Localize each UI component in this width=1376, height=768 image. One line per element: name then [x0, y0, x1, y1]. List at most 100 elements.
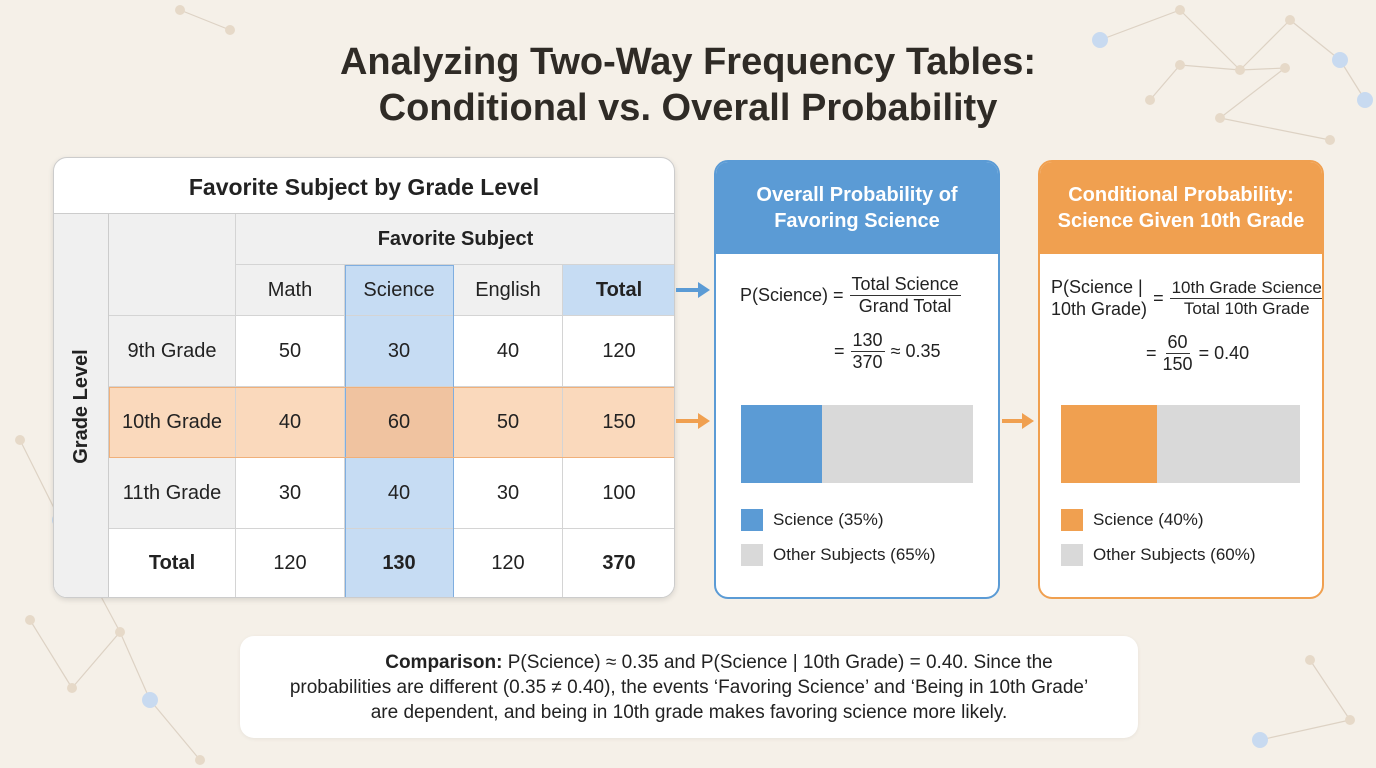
legend-item: Other Subjects (65%) [741, 544, 936, 566]
network-node [1215, 113, 1225, 123]
table-title: Favorite Subject by Grade Level [54, 158, 674, 214]
row-header: 10th Grade [109, 387, 236, 458]
conditional-calculation: = 60 150 = 0.40 [1146, 332, 1249, 375]
network-line [1309, 659, 1351, 721]
result: = 0.40 [1198, 343, 1250, 363]
legend-item: Science (40%) [1061, 509, 1204, 531]
overall-formula: P(Science) = Total Science Grand Total [740, 274, 961, 317]
network-node [1332, 52, 1348, 68]
network-line [1289, 19, 1341, 61]
network-node [1175, 5, 1185, 15]
network-node [195, 755, 205, 765]
comparison-label: Comparison: [385, 652, 503, 673]
network-line [149, 699, 201, 761]
network-node [1345, 715, 1355, 725]
comparison-text: probabilities are different (0.35 ≠ 0.40… [289, 677, 1089, 698]
network-node [1325, 135, 1335, 145]
conditional-probability-card: Conditional Probability: Science Given 1… [1038, 160, 1324, 599]
arrow-right-icon [1002, 413, 1034, 429]
comparison-text: are dependent, and being in 10th grade m… [370, 702, 1008, 723]
table-cell: 40 [236, 387, 345, 458]
swatch [1061, 544, 1083, 566]
conditional-formula: P(Science | 10th Grade) = 10th Grade Scie… [1051, 276, 1322, 320]
table-cell: 120 [563, 316, 674, 387]
col-axis-label: Favorite Subject [236, 214, 674, 265]
formula-lhs: P(Science) = [740, 285, 844, 305]
science-bar-fill [1061, 405, 1157, 483]
table-cell: 150 [563, 387, 674, 458]
network-node [67, 683, 77, 693]
arrow-right-icon [676, 282, 710, 298]
column-header: Science [345, 265, 454, 316]
row-header: 11th Grade [109, 458, 236, 529]
network-line [119, 631, 151, 701]
numerator: 130 [850, 330, 885, 352]
equals: = [1153, 287, 1164, 308]
network-node [1145, 95, 1155, 105]
table-cell: 30 [236, 458, 345, 529]
frequency-table: Favorite Subject by Grade Level Grade Le… [53, 157, 675, 598]
table-cell: 50 [454, 387, 563, 458]
overall-probability-card: Overall Probability of Favoring Science … [714, 160, 1000, 599]
corner-cell [109, 214, 236, 316]
conditional-title: Conditional Probability: Science Given 1… [1040, 162, 1322, 254]
overall-calculation: = 130 370 ≈ 0.35 [834, 330, 940, 373]
network-node [1285, 15, 1295, 25]
denominator: Grand Total [858, 296, 952, 316]
table-cell: 120 [236, 529, 345, 597]
network-node [1252, 732, 1268, 748]
network-node [1092, 32, 1108, 48]
legend-label: Science (35%) [773, 510, 884, 529]
network-line [1239, 67, 1286, 71]
formula-lhs: P(Science | [1051, 277, 1143, 297]
page-title: Analyzing Two-Way Frequency Tables: [339, 41, 1037, 83]
numerator: 10th Grade Science [1169, 277, 1322, 299]
swatch [1061, 509, 1083, 531]
row-header: Total [109, 529, 236, 597]
arrow-right-icon [676, 413, 710, 429]
network-node [1235, 65, 1245, 75]
table-cell: 60 [345, 387, 454, 458]
numerator: 60 [1165, 332, 1190, 354]
network-node [142, 692, 158, 708]
network-line [1219, 67, 1286, 119]
network-line [1179, 64, 1241, 71]
equals: = [834, 341, 845, 361]
network-line [71, 631, 121, 689]
network-line [1149, 64, 1181, 101]
network-line [179, 9, 231, 31]
network-line [1239, 19, 1291, 71]
row-axis-label: Grade Level [54, 214, 109, 597]
swatch [741, 544, 763, 566]
denominator: Total 10th Grade [1183, 298, 1310, 318]
equals: = [1146, 343, 1157, 363]
numerator: Total Science [849, 274, 961, 296]
network-line [1099, 9, 1181, 41]
network-node [25, 615, 35, 625]
denominator: 370 [852, 352, 883, 372]
conditional-bar [1061, 405, 1300, 483]
formula-lhs: 10th Grade) [1051, 299, 1148, 319]
network-node [115, 627, 125, 637]
table-cell: 120 [454, 529, 563, 597]
network-line [1219, 117, 1331, 141]
table-cell: 50 [236, 316, 345, 387]
grade-level-label: Grade Level [69, 349, 92, 464]
table-cell: 370 [563, 529, 674, 597]
table-cell: 40 [454, 316, 563, 387]
column-header: Total [563, 265, 674, 316]
legend-label: Other Subjects (65%) [773, 545, 936, 564]
network-node [1175, 60, 1185, 70]
legend-label: Other Subjects (60%) [1093, 545, 1256, 564]
result: ≈ 0.35 [890, 341, 941, 361]
table-cell: 30 [454, 458, 563, 529]
legend-item: Other Subjects (60%) [1061, 544, 1256, 566]
network-node [175, 5, 185, 15]
column-header: Math [236, 265, 345, 316]
science-bar-fill [741, 405, 823, 483]
network-node [1305, 655, 1315, 665]
legend-label: Science (40%) [1093, 510, 1204, 529]
table-cell: 30 [345, 316, 454, 387]
table-cell: 100 [563, 458, 674, 529]
network-line [29, 619, 73, 689]
